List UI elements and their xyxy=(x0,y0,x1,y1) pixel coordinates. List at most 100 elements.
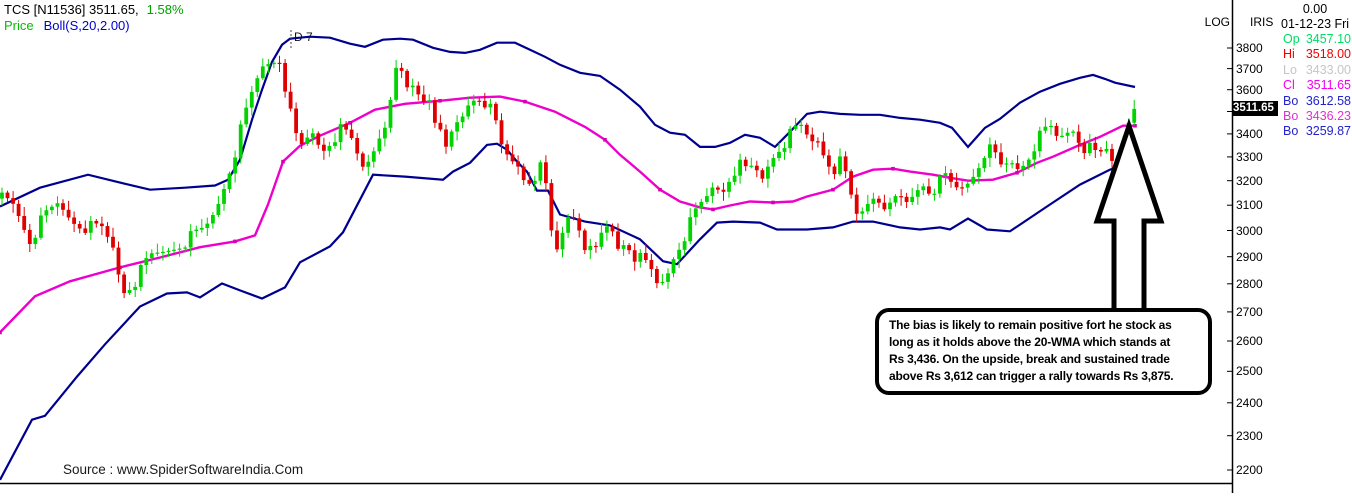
bollinger-lower-band xyxy=(0,142,1136,481)
feed-name-label: IRIS xyxy=(1250,15,1274,29)
candle-body xyxy=(410,85,415,88)
candle-body xyxy=(571,217,576,219)
candle-body xyxy=(205,223,210,228)
candle-body xyxy=(433,100,437,123)
candle-body xyxy=(1099,150,1103,152)
wma-point-marker xyxy=(1078,143,1082,147)
candle-body xyxy=(333,142,337,146)
wma-point-marker xyxy=(0,330,2,335)
candle-body xyxy=(238,124,243,158)
price-chart-area[interactable] xyxy=(0,0,1240,500)
candle-body xyxy=(211,215,215,224)
candle-body xyxy=(366,161,371,167)
candle-body xyxy=(616,231,620,249)
candle-body xyxy=(138,265,143,287)
candle-body xyxy=(532,180,537,184)
candle-body xyxy=(510,154,515,162)
candle-body xyxy=(183,247,188,249)
candle-body xyxy=(16,203,21,216)
y-axis-tick-label: 2900 xyxy=(1236,250,1263,264)
candle-body xyxy=(427,100,432,102)
y-axis-tick-label: 2600 xyxy=(1236,334,1263,348)
ohlc-row-label: Bo xyxy=(1283,108,1299,123)
candle-body xyxy=(804,124,809,135)
candle-body xyxy=(860,211,865,214)
candle-body xyxy=(144,258,149,265)
annotation-text-line: long as it holds above the 20-WMA which … xyxy=(889,335,1171,349)
change-percent: 1.58% xyxy=(146,2,184,17)
candle-body xyxy=(827,155,831,167)
ohlc-row-label: Lo xyxy=(1283,62,1297,77)
candle-body xyxy=(449,131,454,147)
y-axis-tick-label: 3200 xyxy=(1236,174,1263,188)
candle-body xyxy=(627,245,631,251)
symbol-header: TCS [N11536] 3511.65, 1.58% xyxy=(4,2,184,17)
candle-body xyxy=(377,138,382,152)
candle-body xyxy=(172,249,176,251)
candle-body xyxy=(216,203,221,215)
candle-body xyxy=(782,148,787,152)
candle-body xyxy=(266,64,271,67)
candle-body xyxy=(793,125,798,129)
candle-body xyxy=(549,183,554,231)
candle-body xyxy=(94,221,99,224)
candle-body xyxy=(155,252,160,254)
price-series-label: Price xyxy=(4,18,34,33)
ohlc-row-value: 3612.58 xyxy=(1305,93,1351,108)
candle-body xyxy=(349,129,354,138)
candle-body xyxy=(355,138,360,154)
candle-body xyxy=(705,196,709,202)
y-axis-tick-label: 2300 xyxy=(1236,429,1263,443)
panel-top-value: 0.00 xyxy=(1302,2,1328,16)
candle-body xyxy=(643,253,648,260)
candle-body xyxy=(638,253,643,262)
candle-body xyxy=(1076,131,1081,143)
candle-body xyxy=(405,70,409,88)
candle-body xyxy=(77,224,82,229)
candle-body xyxy=(849,171,853,195)
ohlc-row-value: 3457.10 xyxy=(1305,32,1351,46)
wma-point-marker xyxy=(891,166,895,171)
candle-body xyxy=(882,202,887,210)
ohlc-row-value: 3436.23 xyxy=(1305,108,1351,123)
y-axis-tick-label: 3800 xyxy=(1236,41,1263,55)
candle-body xyxy=(505,144,509,155)
bollinger-settings-label: Boll(S,20,2.00) xyxy=(43,18,130,33)
candle-body xyxy=(594,245,598,248)
ohlc-panel-row: Lo 3433.00 xyxy=(1283,63,1351,78)
candle-body xyxy=(854,194,859,214)
candle-body xyxy=(111,236,115,248)
candle-body xyxy=(754,165,759,171)
candle-body xyxy=(904,196,909,202)
candle-body xyxy=(0,192,4,199)
candle-body xyxy=(105,226,110,237)
ohlc-row-label: Cl xyxy=(1283,78,1295,93)
candle-body xyxy=(72,217,76,224)
candle-body xyxy=(588,245,593,251)
last-price-marker: 3511.65 xyxy=(1232,101,1278,116)
candle-body xyxy=(149,253,154,259)
candle-body xyxy=(288,91,293,109)
candle-body xyxy=(466,105,471,117)
y-axis-tick-label: 3100 xyxy=(1236,198,1263,212)
candle-body xyxy=(1043,126,1048,131)
candle-body xyxy=(516,161,520,167)
candle-body xyxy=(699,201,704,209)
candle-body xyxy=(766,166,770,179)
candle-body xyxy=(5,192,10,199)
candle-body xyxy=(399,67,404,71)
candle-body xyxy=(865,203,870,212)
candle-body xyxy=(877,198,881,203)
candle-body xyxy=(921,186,926,191)
y-axis-tick-label: 3400 xyxy=(1236,127,1263,141)
candle-body xyxy=(954,181,959,188)
candle-body xyxy=(777,151,781,158)
wma-point-marker xyxy=(523,99,527,104)
ohlc-panel: Op 3457.10 Hi 3518.00 Lo 3433.00 Cl 3511.65 Bo 36… xyxy=(1283,32,1351,140)
y-axis-tick-label: 2400 xyxy=(1236,396,1263,410)
candle-body xyxy=(788,128,792,149)
candle-body xyxy=(893,196,898,203)
d7-marker-label: D 7 xyxy=(294,30,313,44)
wma-middle-line xyxy=(0,95,1135,334)
candle-body xyxy=(188,231,193,248)
